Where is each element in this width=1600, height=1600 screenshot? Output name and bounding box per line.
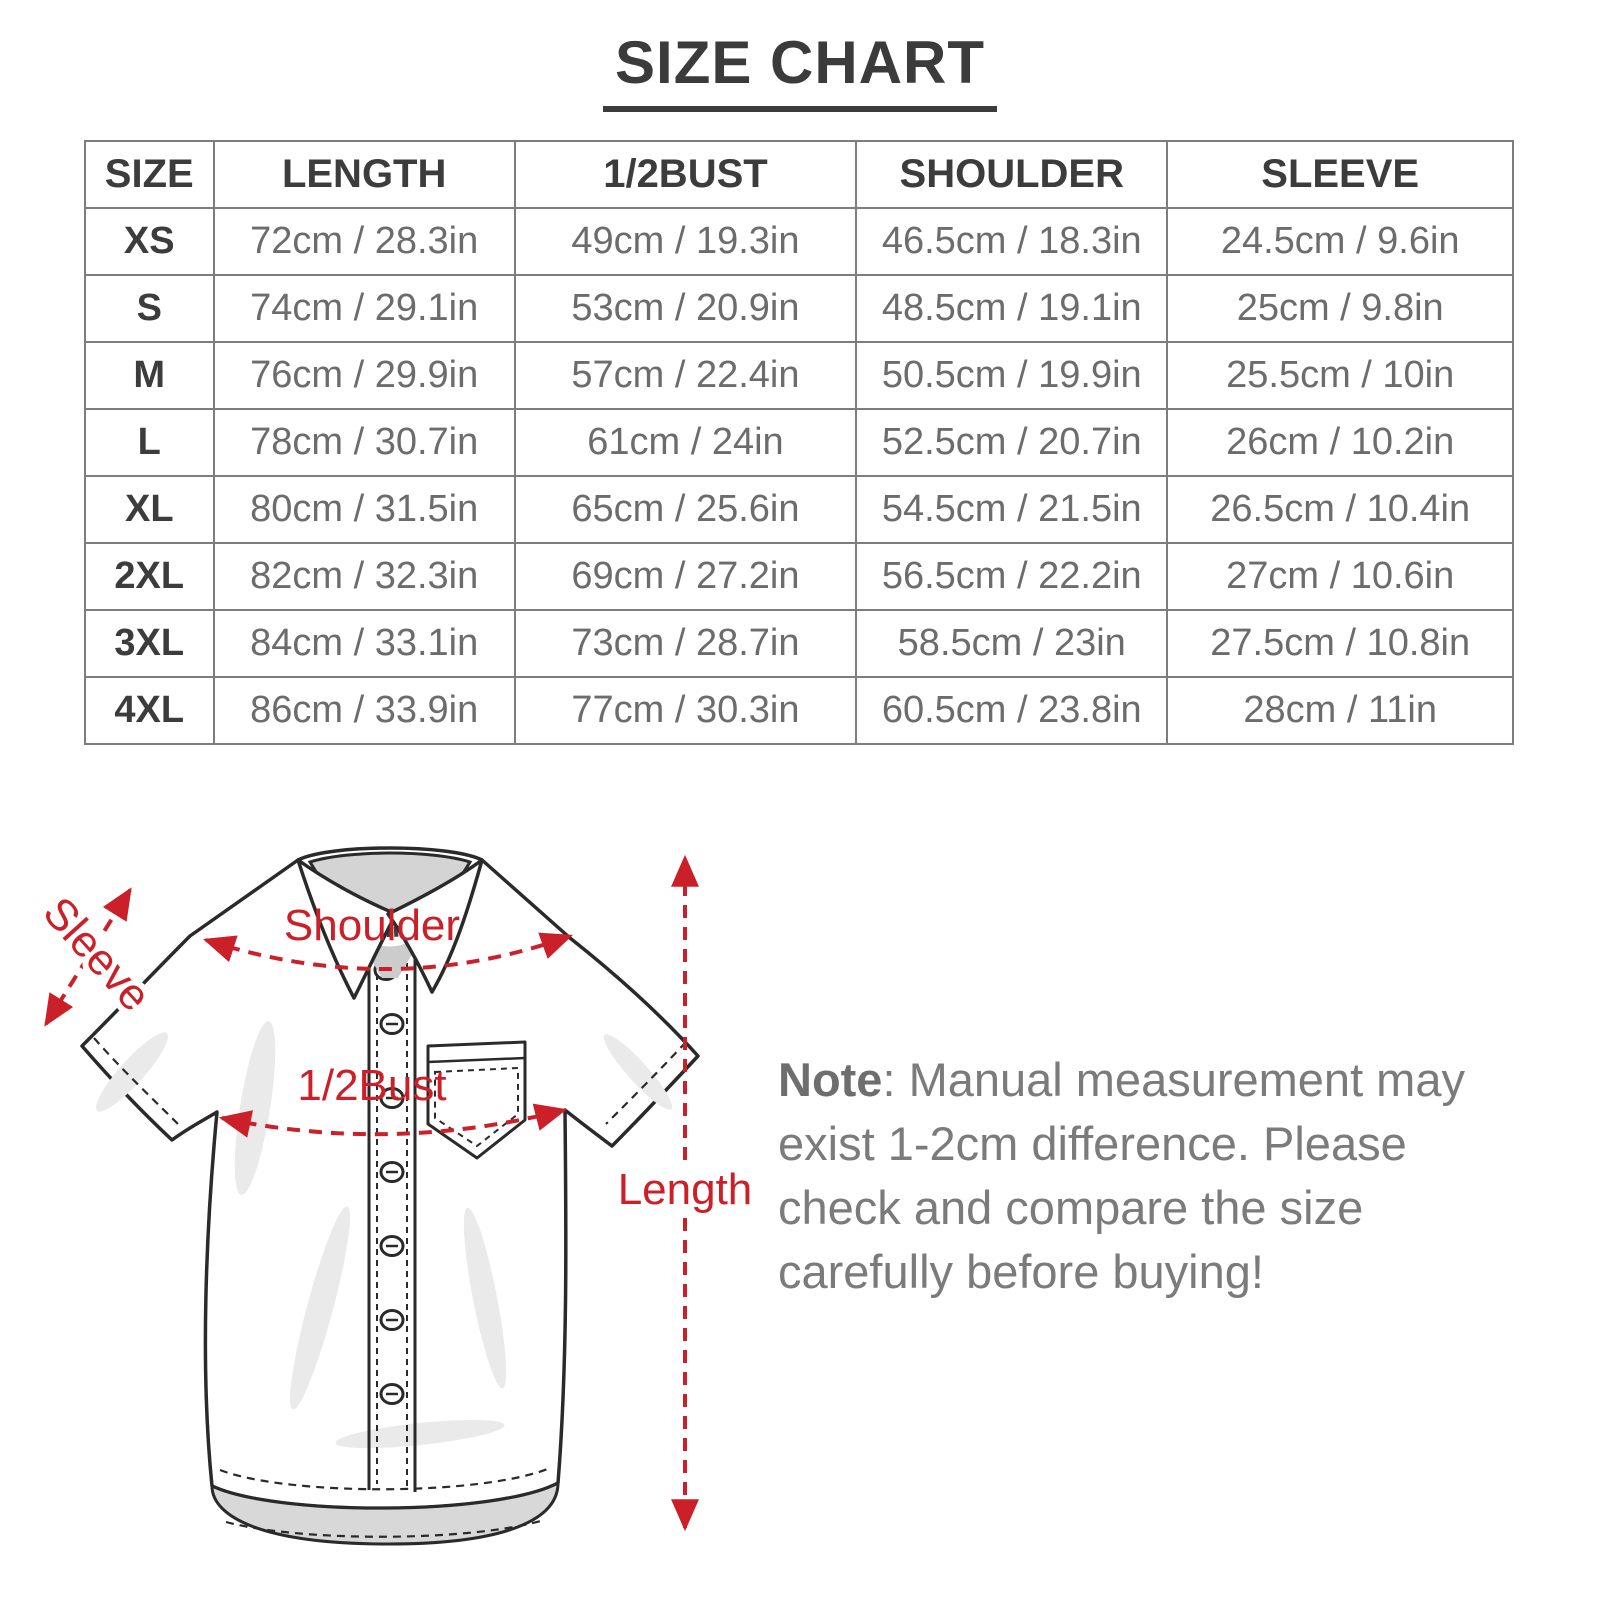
measurement-cell: 86cm / 33.9in [212,676,516,745]
measurement-cell: 60.5cm / 23.8in [855,676,1169,745]
table-header-row: SIZE LENGTH 1/2BUST SHOULDER SLEEVE [84,140,1514,209]
measurement-cell: 73cm / 28.7in [513,609,858,678]
measurement-cell: 48.5cm / 19.1in [855,274,1169,343]
header-size: SIZE [84,140,215,209]
measurement-cell: 27.5cm / 10.8in [1166,609,1514,678]
note-label: Note [778,1053,883,1106]
measurement-cell: 26.5cm / 10.4in [1166,475,1514,544]
size-label-cell: XS [84,207,215,276]
table-row: S 74cm / 29.1in 53cm / 20.9in 48.5cm / 1… [84,274,1514,343]
measurement-cell: 28cm / 11in [1166,676,1514,745]
size-label-cell: M [84,341,215,410]
measurement-cell: 72cm / 28.3in [212,207,516,276]
measurement-annotations [44,854,699,1532]
measurement-cell: 82cm / 32.3in [212,542,516,611]
table-row: 3XL 84cm / 33.1in 73cm / 28.7in 58.5cm /… [84,609,1514,678]
size-label-cell: 2XL [84,542,215,611]
sleeve-arrow [44,887,132,1027]
left-cuff-stitch [93,1037,183,1129]
half-bust-label: 1/2Bust [297,1061,446,1110]
table-row: 4XL 86cm / 33.9in 77cm / 30.3in 60.5cm /… [84,676,1514,745]
header-half-bust: 1/2BUST [513,140,858,209]
measurement-cell: 25.5cm / 10in [1166,341,1514,410]
page-title: SIZE CHART [603,26,997,112]
wrinkle-shading [96,1021,673,1449]
measurement-cell: 84cm / 33.1in [212,609,516,678]
sleeve-label: Sleeve [34,888,160,1021]
measurement-cell: 78cm / 30.7in [212,408,516,477]
measurement-cell: 74cm / 29.1in [212,274,516,343]
measurement-cell: 61cm / 24in [513,408,858,477]
measurement-cell: 58.5cm / 23in [855,609,1169,678]
title-container: SIZE CHART [0,26,1600,112]
measurement-cell: 76cm / 29.9in [212,341,516,410]
measurement-cell: 25cm / 9.8in [1166,274,1514,343]
measurement-cell: 77cm / 30.3in [513,676,858,745]
shirt-outline [80,846,700,1546]
measurement-cell: 49cm / 19.3in [513,207,858,276]
measurement-cell: 26cm / 10.2in [1166,408,1514,477]
measurement-cell: 80cm / 31.5in [212,475,516,544]
table-row: 2XL 82cm / 32.3in 69cm / 27.2in 56.5cm /… [84,542,1514,611]
measurement-cell: 57cm / 22.4in [513,341,858,410]
note-text: : Manual measurement may exist 1-2cm dif… [778,1053,1465,1298]
measurement-cell: 54.5cm / 21.5in [855,475,1169,544]
measurement-cell: 69cm / 27.2in [513,542,858,611]
header-shoulder: SHOULDER [855,140,1169,209]
table-row: XL 80cm / 31.5in 65cm / 25.6in 54.5cm / … [84,475,1514,544]
header-sleeve: SLEEVE [1166,140,1514,209]
size-label-cell: 4XL [84,676,215,745]
shoulder-label: Shoulder [284,901,460,950]
size-chart-table: SIZE LENGTH 1/2BUST SHOULDER SLEEVE XS 7… [84,140,1514,745]
measurement-cell: 24.5cm / 9.6in [1166,207,1514,276]
measurement-note: Note: Manual measurement may exist 1-2cm… [778,1048,1490,1304]
size-label-cell: S [84,274,215,343]
measurement-cell: 56.5cm / 22.2in [855,542,1169,611]
size-label-cell: 3XL [84,609,215,678]
table-row: L 78cm / 30.7in 61cm / 24in 52.5cm / 20.… [84,408,1514,477]
table-row: XS 72cm / 28.3in 49cm / 19.3in 46.5cm / … [84,207,1514,276]
table-row: M 76cm / 29.9in 57cm / 22.4in 50.5cm / 1… [84,341,1514,410]
shirt-measurement-diagram: Sleeve Shoulder 1/2Bust Length [28,846,753,1546]
size-label-cell: XL [84,475,215,544]
shoulder-arrow [202,932,574,971]
measurement-cell: 65cm / 25.6in [513,475,858,544]
length-label: Length [618,1165,753,1214]
measurement-cell: 53cm / 20.9in [513,274,858,343]
measurement-cell: 27cm / 10.6in [1166,542,1514,611]
button-placket [367,946,417,1492]
right-cuff-stitch [605,1041,687,1125]
bust-arrow [218,1103,568,1138]
header-length: LENGTH [212,140,516,209]
measurement-cell: 46.5cm / 18.3in [855,207,1169,276]
measurement-cell: 52.5cm / 20.7in [855,408,1169,477]
measurement-cell: 50.5cm / 19.9in [855,341,1169,410]
size-label-cell: L [84,408,215,477]
